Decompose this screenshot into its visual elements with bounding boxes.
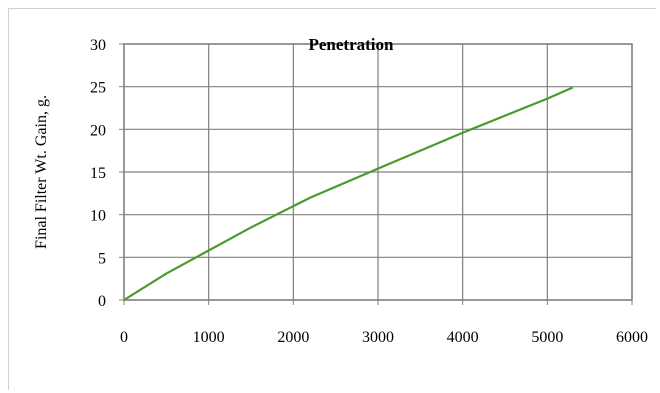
y-axis: 0 5 10 15 20 25 30	[90, 37, 124, 310]
series-line-0	[123, 86, 574, 301]
x-tick-label-6: 6000	[616, 329, 648, 346]
chart-frame	[8, 8, 656, 390]
y-tick-label-4: 20	[90, 122, 106, 139]
y-tick-label-6: 30	[90, 37, 106, 54]
y-tick-label-0: 0	[98, 293, 106, 310]
chart-title: Penetration	[309, 35, 395, 54]
y-tick-label-2: 10	[90, 208, 106, 225]
x-tick-label-4: 4000	[447, 329, 479, 346]
y-tick-label-1: 5	[98, 250, 106, 267]
gridlines	[123, 43, 633, 301]
series-layer	[123, 86, 574, 301]
y-tick-label-3: 15	[90, 165, 106, 182]
y-axis-label: Final Filter Wt. Gain, g.	[33, 95, 50, 249]
x-tick-label-3: 3000	[362, 329, 394, 346]
x-tick-label-0: 0	[120, 329, 128, 346]
x-tick-label-5: 5000	[531, 329, 563, 346]
x-axis: 0 1000 2000 3000 4000 5000 6000	[120, 300, 648, 346]
x-tick-label-2: 2000	[277, 329, 309, 346]
y-tick-label-5: 25	[90, 80, 106, 97]
x-tick-label-1: 1000	[193, 329, 225, 346]
